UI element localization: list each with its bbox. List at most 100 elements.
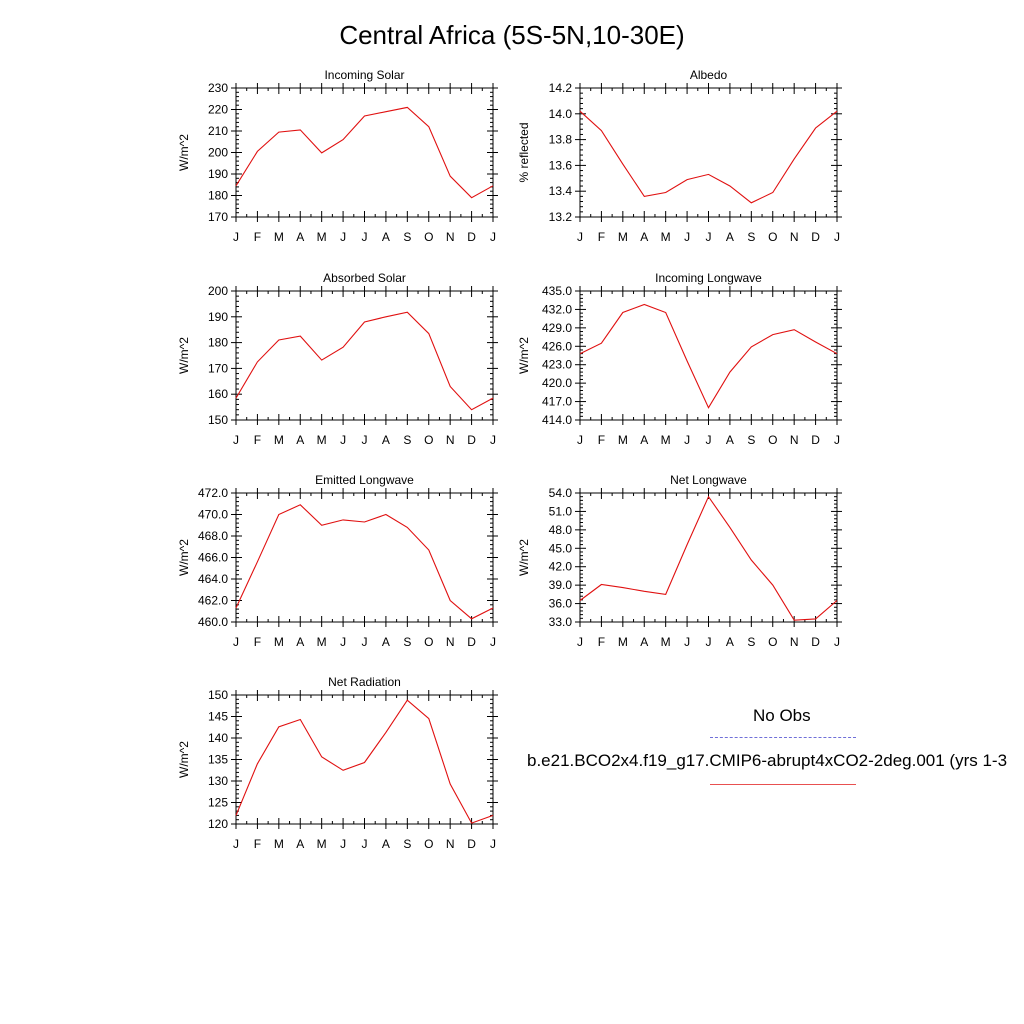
y-tick-label: 120 <box>208 817 228 831</box>
x-tick-label: M <box>317 230 327 244</box>
y-tick-label: 145 <box>208 710 228 724</box>
plot-frame <box>235 290 494 421</box>
x-tick-label: J <box>340 837 346 851</box>
x-tick-label: J <box>834 230 840 244</box>
y-axis-label: W/m^2 <box>177 539 191 576</box>
y-tick-label: 190 <box>208 167 228 181</box>
chart-panel-3: J F M A M J J A S O N D J435.0432.0429.0426.0423.042… <box>517 271 842 447</box>
x-tick-label: A <box>726 635 734 649</box>
y-axis-label: W/m^2 <box>517 539 531 576</box>
x-tick-label: N <box>446 635 455 649</box>
x-tick-label: M <box>618 635 628 649</box>
x-tick-label: N <box>446 230 455 244</box>
x-tick-label: J <box>684 433 690 447</box>
y-tick-label: 426.0 <box>542 339 572 353</box>
y-tick-label: 429.0 <box>542 321 572 335</box>
chart-title: Incoming Solar <box>324 68 404 82</box>
x-tick-label: M <box>274 837 284 851</box>
x-tick-label: J <box>233 230 239 244</box>
x-tick-label: J <box>490 837 496 851</box>
y-tick-label: 462.0 <box>198 594 228 608</box>
chart-title: Net Radiation <box>328 675 401 689</box>
y-axis-label: % reflected <box>517 122 531 182</box>
x-tick-label: J <box>577 635 583 649</box>
series-line <box>579 495 838 621</box>
y-tick-label: 39.0 <box>549 578 573 592</box>
chart-title: Incoming Longwave <box>655 271 762 285</box>
x-tick-label: F <box>598 230 605 244</box>
y-tick-label: 423.0 <box>542 358 572 372</box>
chart-panel-2: J F M A M J J A S O N D J200190180170160150Absorbed … <box>177 271 498 447</box>
y-tick-label: 14.0 <box>549 107 573 121</box>
x-tick-label: M <box>661 230 671 244</box>
x-tick-label: A <box>382 230 390 244</box>
x-tick-label: F <box>598 433 605 447</box>
y-tick-label: 220 <box>208 103 228 117</box>
x-tick-label: M <box>618 230 628 244</box>
x-tick-label: J <box>340 433 346 447</box>
y-tick-label: 125 <box>208 796 228 810</box>
x-tick-label: F <box>254 230 261 244</box>
plot-frame <box>235 87 494 218</box>
x-tick-label: M <box>618 433 628 447</box>
x-tick-label: O <box>424 837 433 851</box>
x-tick-label: F <box>254 635 261 649</box>
chart-title: Albedo <box>690 68 728 82</box>
y-tick-label: 417.0 <box>542 395 572 409</box>
x-tick-label: O <box>424 635 433 649</box>
x-tick-label: J <box>684 230 690 244</box>
y-tick-label: 470.0 <box>198 508 228 522</box>
x-tick-label: D <box>467 433 476 447</box>
y-tick-label: 460.0 <box>198 615 228 629</box>
y-tick-label: 150 <box>208 413 228 427</box>
x-tick-label: J <box>490 635 496 649</box>
x-tick-label: A <box>382 433 390 447</box>
y-tick-label: 48.0 <box>549 523 573 537</box>
x-tick-label: J <box>834 635 840 649</box>
y-tick-label: 170 <box>208 210 228 224</box>
x-tick-label: D <box>467 635 476 649</box>
x-tick-label: A <box>296 837 304 851</box>
y-tick-label: 464.0 <box>198 572 228 586</box>
y-tick-label: 54.0 <box>549 486 573 500</box>
x-tick-label: F <box>254 837 261 851</box>
y-tick-label: 432.0 <box>542 302 572 316</box>
x-tick-label: N <box>446 433 455 447</box>
y-tick-label: 51.0 <box>549 504 573 518</box>
x-tick-label: A <box>640 433 648 447</box>
x-tick-label: J <box>577 230 583 244</box>
legend-obs-line <box>710 737 856 738</box>
x-tick-label: O <box>768 433 777 447</box>
y-tick-label: 140 <box>208 731 228 745</box>
x-tick-label: N <box>790 635 799 649</box>
x-tick-label: J <box>362 837 368 851</box>
x-tick-label: J <box>490 433 496 447</box>
x-tick-label: D <box>467 230 476 244</box>
x-tick-label: M <box>661 433 671 447</box>
x-tick-label: J <box>706 433 712 447</box>
x-tick-label: J <box>233 635 239 649</box>
chart-title: Absorbed Solar <box>323 271 406 285</box>
series-line <box>235 504 494 620</box>
y-tick-label: 160 <box>208 387 228 401</box>
x-tick-label: J <box>233 837 239 851</box>
x-tick-label: J <box>340 230 346 244</box>
y-tick-label: 180 <box>208 336 228 350</box>
x-tick-label: A <box>382 837 390 851</box>
y-tick-label: 130 <box>208 774 228 788</box>
plot-frame <box>235 694 494 825</box>
x-tick-label: M <box>274 635 284 649</box>
x-tick-label: D <box>811 230 820 244</box>
x-tick-label: J <box>362 635 368 649</box>
y-tick-label: 13.6 <box>549 158 573 172</box>
y-tick-label: 435.0 <box>542 284 572 298</box>
x-tick-label: J <box>684 635 690 649</box>
x-tick-label: O <box>424 433 433 447</box>
y-tick-label: 13.8 <box>549 133 573 147</box>
y-tick-label: 170 <box>208 361 228 375</box>
y-tick-label: 13.4 <box>549 184 573 198</box>
legend-model-label: b.e21.BCO2x4.f19_g17.CMIP6-abrupt4xCO2-2… <box>527 751 1008 770</box>
chart-panel-0: J F M A M J J A S O N D J230220210200190180170Incomi… <box>177 68 498 244</box>
